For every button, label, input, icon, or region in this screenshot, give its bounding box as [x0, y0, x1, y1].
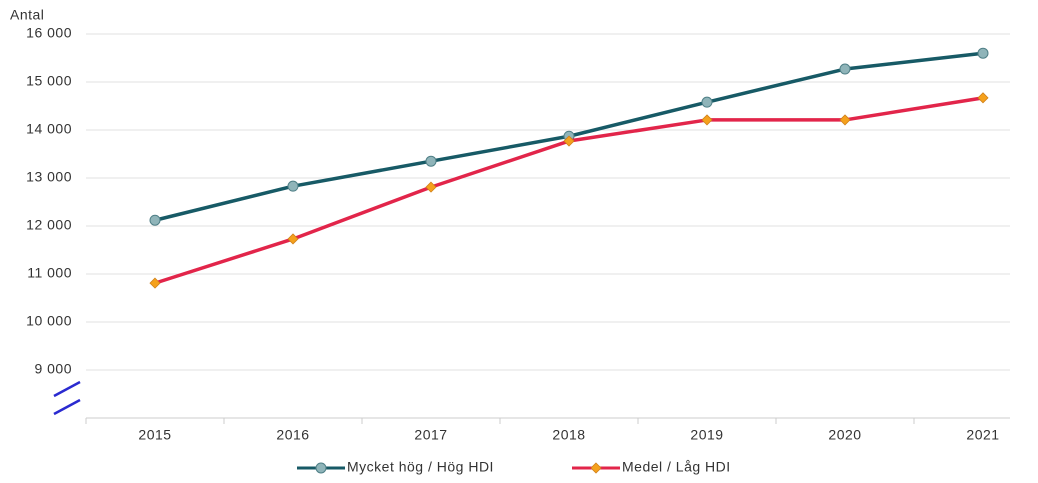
x-tick-label: 2021: [966, 427, 999, 443]
point: [149, 277, 161, 289]
point: [287, 233, 299, 245]
point: [839, 114, 851, 126]
point: [425, 181, 437, 193]
y-tick-label: 15 000: [26, 73, 72, 89]
y-tick-label: 16 000: [26, 25, 72, 41]
point: [977, 92, 989, 104]
point: [563, 135, 575, 147]
x-tick-label: 2016: [276, 427, 309, 443]
x-tick-label: 2017: [414, 427, 447, 443]
x-tick-label: 2015: [138, 427, 171, 443]
point: [149, 214, 161, 226]
legend-label: Mycket hög / Hög HDI: [347, 459, 494, 475]
y-tick-label: 9 000: [34, 361, 72, 377]
y-tick-label: 13 000: [26, 169, 72, 185]
legend-marker: [590, 462, 602, 474]
axis-break: [53, 380, 81, 398]
point: [701, 96, 713, 108]
x-tick-label: 2020: [828, 427, 861, 443]
legend-label: Medel / Låg HDI: [622, 459, 731, 475]
y-tick-label: 10 000: [26, 313, 72, 329]
y-tick-label: 14 000: [26, 121, 72, 137]
y-tick-label: 11 000: [27, 265, 72, 281]
point: [287, 180, 299, 192]
y-axis-label: Antal: [10, 7, 44, 23]
x-tick-label: 2019: [690, 427, 723, 443]
point: [425, 155, 437, 167]
axis-break: [53, 398, 81, 416]
point: [977, 47, 989, 59]
x-tick-label: 2018: [552, 427, 585, 443]
y-tick-label: 12 000: [26, 217, 72, 233]
point: [839, 63, 851, 75]
legend-marker: [315, 462, 327, 474]
point: [701, 114, 713, 126]
